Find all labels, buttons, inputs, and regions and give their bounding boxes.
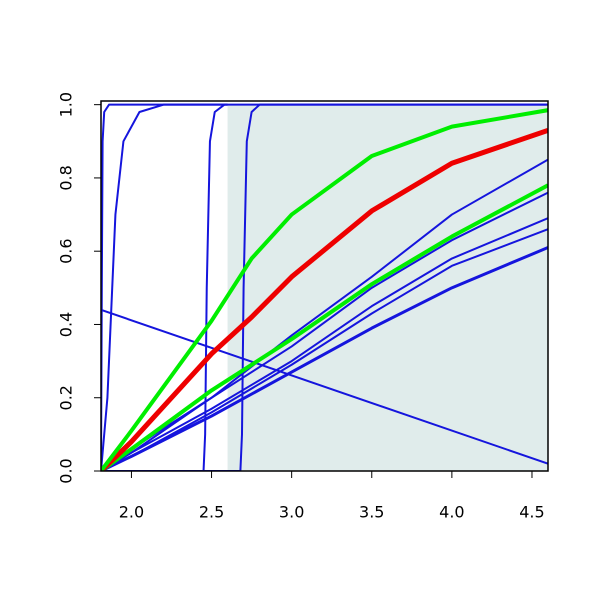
- y-tick-label: 0.0: [57, 458, 76, 483]
- y-tick-label: 1.0: [57, 92, 76, 117]
- y-tick-label: 0.8: [57, 165, 76, 190]
- series-line: [101, 103, 228, 471]
- plot-area: [101, 103, 548, 471]
- series-line: [101, 108, 548, 471]
- y-tick-label: 0.2: [57, 385, 76, 410]
- x-tick-label: 3.0: [279, 503, 304, 522]
- shaded-region: [227, 104, 548, 471]
- series-line: [101, 183, 548, 471]
- plot-frame: [100, 100, 549, 472]
- series-line: [101, 217, 548, 471]
- series-line: [101, 103, 548, 471]
- x-tick-label: 3.5: [359, 503, 384, 522]
- x-tick-label: 4.0: [439, 503, 464, 522]
- series-line: [101, 308, 548, 465]
- x-tick-label: 2.0: [119, 503, 144, 522]
- series-line: [101, 127, 548, 471]
- series-line: [101, 103, 548, 471]
- x-tick-label: 4.5: [519, 503, 544, 522]
- y-tick-label: 0.6: [57, 238, 76, 263]
- y-tick-label: 0.4: [57, 312, 76, 337]
- x-tick-label: 2.5: [199, 503, 224, 522]
- series-line: [101, 246, 548, 471]
